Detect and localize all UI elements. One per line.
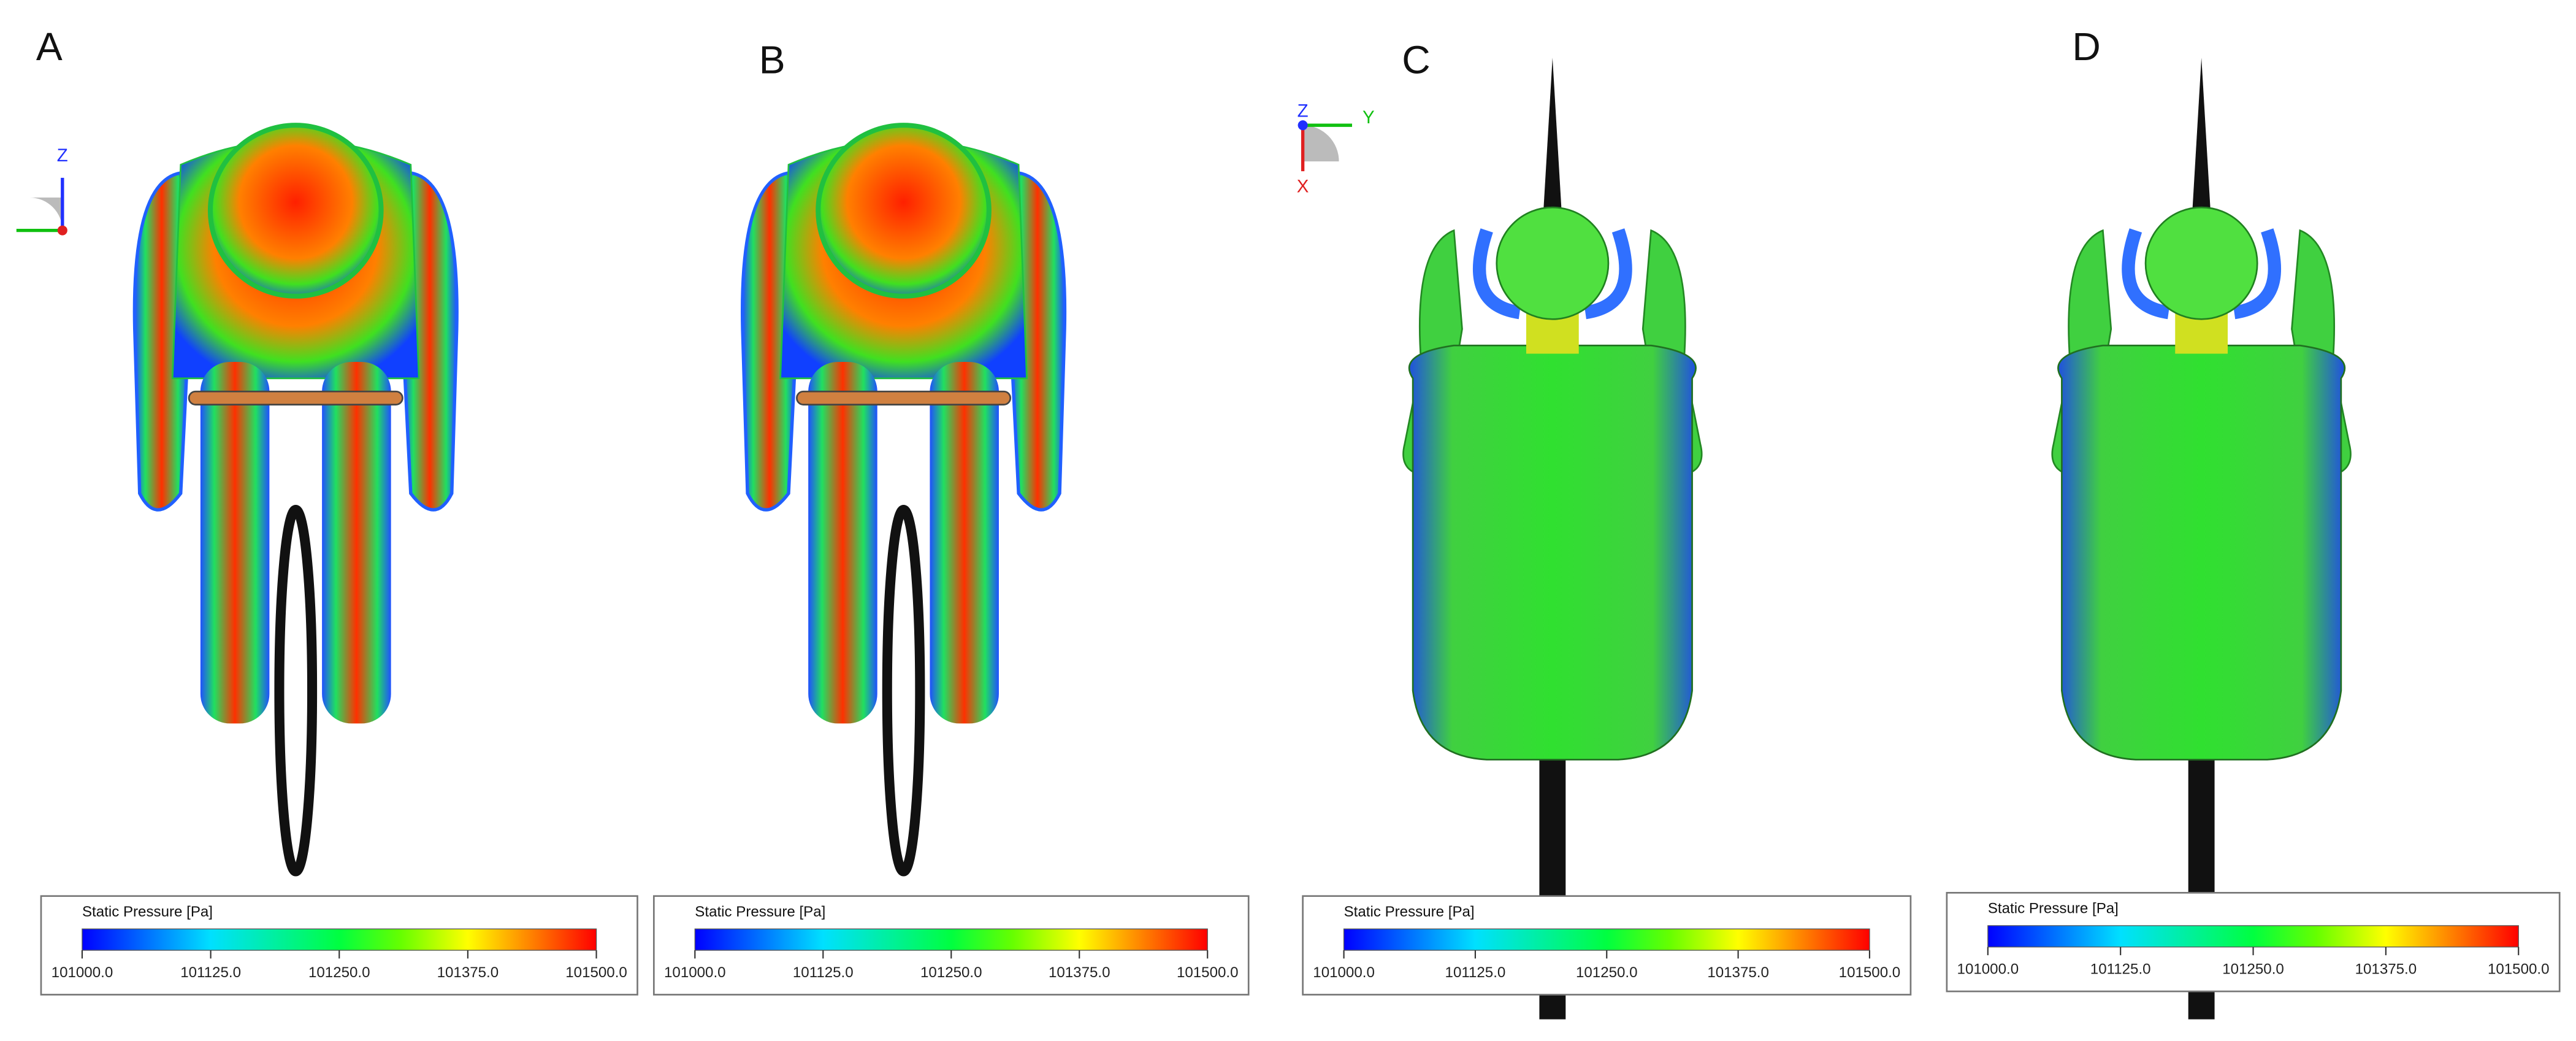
colorbar-tick-label: 101250.0 [1576,964,1638,981]
panel-label: A [36,25,63,69]
colorbar [694,928,1208,951]
axis-label: X [1297,177,1309,197]
colorbar-tick-label: 101500.0 [565,964,627,981]
legend-title: Static Pressure [Pa] [695,904,825,920]
colorbar-tick-label: 101375.0 [1049,964,1110,981]
axis-label: Z [1298,101,1309,121]
panel-label: D [2072,25,2100,69]
colorbar-tick-label: 101000.0 [1957,961,2019,978]
axis-label: Y [1363,107,1375,128]
legend-title: Static Pressure [Pa] [82,904,213,920]
panel-label: B [759,37,785,82]
colorbar-tick-label: 101250.0 [920,964,982,981]
colorbar-tick-label: 101125.0 [2090,961,2151,978]
axis-label: Z [57,145,68,166]
colorbar-tick-label: 101125.0 [180,964,241,981]
colorbar [82,928,597,951]
colorbar [1343,928,1870,951]
colorbar-tick-label: 101500.0 [1839,964,1901,981]
colorbar-tick-label: 101250.0 [308,964,370,981]
colorbar-tick-label: 101250.0 [2222,961,2284,978]
axis-triad-a [16,177,67,236]
colorbar [1987,925,2519,948]
colorbar-tick-label: 101000.0 [1313,964,1375,981]
colorbar-tick-label: 101000.0 [664,964,726,981]
colorbar-tick-label: 101125.0 [793,964,854,981]
colorbar-tick-label: 101375.0 [2355,961,2417,978]
axis-triad-c [1298,120,1352,172]
legend-title: Static Pressure [Pa] [1988,901,2119,917]
colorbar-tick-label: 101125.0 [1445,964,1506,981]
colorbar-tick-label: 101500.0 [1177,964,1239,981]
colorbar-tick-label: 101500.0 [2488,961,2550,978]
colorbar-tick-label: 101375.0 [437,964,499,981]
panel-label: C [1402,37,1430,82]
colorbar-tick-label: 101375.0 [1707,964,1769,981]
legend-title: Static Pressure [Pa] [1344,904,1475,920]
colorbar-tick-label: 101000.0 [52,964,113,981]
